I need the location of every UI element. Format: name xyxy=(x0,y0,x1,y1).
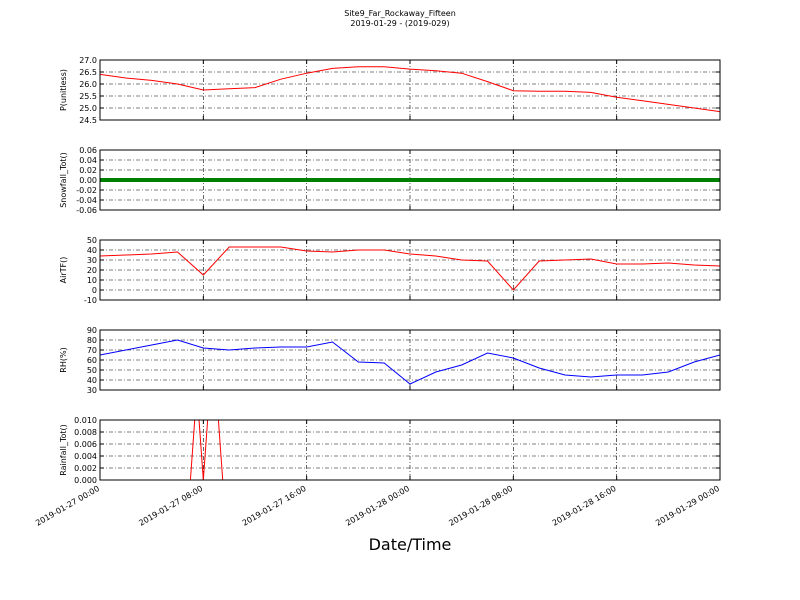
y-tick-label: 0.04 xyxy=(79,156,97,165)
y-tick-label: 30 xyxy=(87,386,97,395)
y-tick-label: 0.002 xyxy=(74,464,97,473)
data-line xyxy=(100,339,720,385)
y-tick-label: 27.0 xyxy=(79,56,97,65)
y-tick-label: 0.010 xyxy=(74,416,97,425)
data-line xyxy=(100,66,720,113)
y-tick-label: -0.04 xyxy=(76,196,97,205)
y-axis-label: AirTF() xyxy=(59,257,68,284)
y-tick-label: 0 xyxy=(92,286,97,295)
plot-frame xyxy=(99,149,721,211)
plot-frame xyxy=(99,59,721,121)
y-tick-label: 10 xyxy=(87,276,97,285)
y-tick-label: 25.0 xyxy=(79,104,97,113)
plot-frame xyxy=(99,419,721,481)
figure-subtitle: 2019-01-29 - (2019-029) xyxy=(350,19,449,28)
y-axis-label: Rainfall_Tot() xyxy=(59,424,68,476)
y-tick-label: 70 xyxy=(87,346,97,355)
y-tick-label: 30 xyxy=(87,256,97,265)
y-tick-label: 0.006 xyxy=(74,440,97,449)
y-tick-label: 50 xyxy=(87,366,97,375)
y-tick-label: 0.004 xyxy=(74,452,97,461)
y-tick-label: 80 xyxy=(87,336,97,345)
y-tick-label: -0.02 xyxy=(76,186,97,195)
y-tick-label: 50 xyxy=(87,236,97,245)
y-tick-label: 0.00 xyxy=(79,176,97,185)
y-tick-label: 26.0 xyxy=(79,80,97,89)
y-tick-label: 40 xyxy=(87,376,97,385)
y-tick-label: 0.06 xyxy=(79,146,97,155)
x-axis-label: Date/Time xyxy=(369,535,452,554)
y-axis-label: Snowfall_Tot() xyxy=(59,152,68,208)
plot-frame xyxy=(99,239,721,301)
plot-frame xyxy=(99,329,721,391)
y-axis-label: RH(%) xyxy=(59,347,68,372)
y-axis-label: P(unitless) xyxy=(59,69,68,111)
y-tick-label: 25.5 xyxy=(79,92,97,101)
data-line xyxy=(100,246,720,291)
y-tick-label: 20 xyxy=(87,266,97,275)
y-tick-label: 24.5 xyxy=(79,116,97,125)
y-tick-label: 60 xyxy=(87,356,97,365)
y-tick-label: -0.06 xyxy=(76,206,97,215)
y-tick-label: 40 xyxy=(87,246,97,255)
y-tick-label: 26.5 xyxy=(79,68,97,77)
y-tick-label: 0.000 xyxy=(74,476,97,485)
y-tick-label: 0.008 xyxy=(74,428,97,437)
figure-title: Site9_Far_Rockaway_Fifteen xyxy=(344,9,456,18)
data-line xyxy=(100,420,720,480)
y-tick-label: -10 xyxy=(84,296,97,305)
y-tick-label: 0.02 xyxy=(79,166,97,175)
y-tick-label: 90 xyxy=(87,326,97,335)
